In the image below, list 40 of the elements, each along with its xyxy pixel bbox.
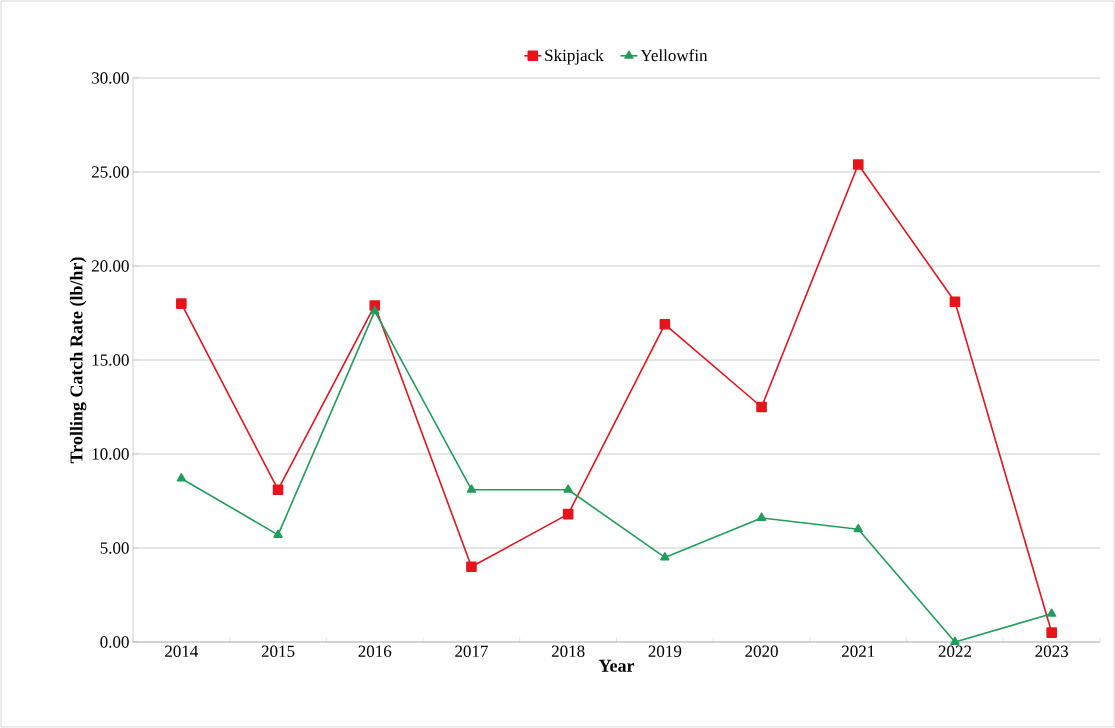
y-axis-title: Trolling Catch Rate (lb/hr) <box>69 257 87 464</box>
point <box>273 529 283 538</box>
y-tick-label: 0.00 <box>100 636 129 648</box>
y-tick-label: 30.00 <box>92 72 129 84</box>
point <box>659 318 671 330</box>
x-tick-label: 2021 <box>842 645 875 658</box>
point <box>949 296 961 308</box>
point <box>852 159 864 170</box>
point <box>466 561 477 573</box>
point <box>176 298 187 309</box>
point <box>853 523 863 533</box>
x-tick-label: 2016 <box>358 645 392 658</box>
point <box>950 636 960 646</box>
point <box>176 473 187 482</box>
y-tick-label: 10.00 <box>92 448 129 460</box>
x-tick-label: 2014 <box>165 645 199 658</box>
point <box>370 305 380 315</box>
point <box>466 484 477 493</box>
legend-label: Yellowfin <box>640 49 708 62</box>
point <box>563 484 573 493</box>
x-tick-label: 2017 <box>455 645 488 658</box>
point <box>1046 608 1057 617</box>
point <box>756 512 767 521</box>
point <box>272 484 284 496</box>
x-tick-label: 2023 <box>1035 645 1068 658</box>
x-tick-label: 2022 <box>938 645 972 658</box>
point <box>1046 627 1057 638</box>
x-tick-label: 2020 <box>745 645 778 658</box>
point <box>562 508 574 520</box>
point <box>756 401 767 413</box>
point <box>660 552 670 561</box>
x-tick-label: 2018 <box>551 645 585 658</box>
y-tick-label: 25.00 <box>91 166 129 178</box>
legend-label: Skipjack <box>545 49 604 65</box>
y-tick-label: 20.00 <box>91 260 129 272</box>
y-tick-label: 15.00 <box>92 354 129 366</box>
y-tick-label: 5.00 <box>100 542 129 554</box>
x-tick-label: 2019 <box>648 645 682 658</box>
x-axis-title: Year <box>598 659 635 672</box>
x-tick-label: 2015 <box>261 645 295 658</box>
